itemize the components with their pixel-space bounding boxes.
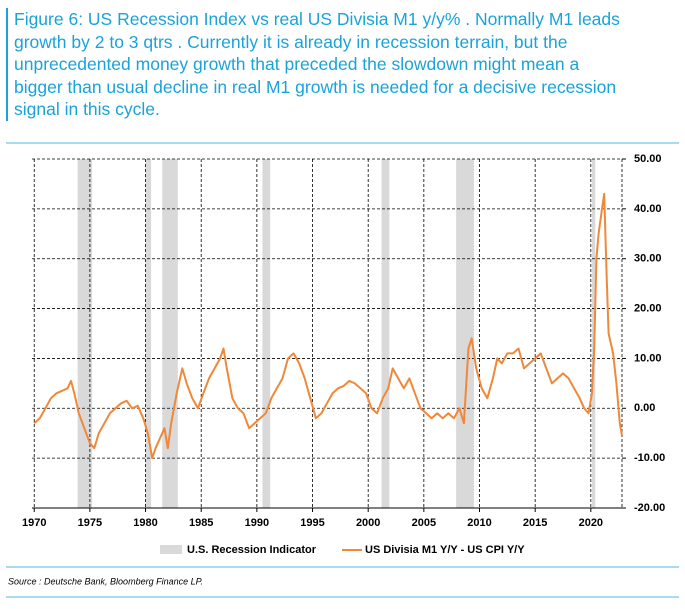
series-line: [33, 192, 623, 460]
title-box: Figure 6: US Recession Index vs real US …: [6, 8, 685, 121]
x-tick-label: 1985: [189, 517, 213, 529]
title-line: bigger than usual decline in real M1 gro…: [14, 76, 617, 97]
x-tick-label: 1995: [300, 517, 324, 529]
recession-band: [262, 159, 271, 508]
x-tick-label: 2015: [523, 517, 547, 529]
title-line: signal in this cycle.: [14, 99, 160, 119]
title-line: unprecedented money growth that preceded…: [14, 54, 580, 74]
x-tick-label: 2020: [579, 517, 603, 529]
y-tick-label: 40.00: [634, 203, 662, 215]
x-tick-label: 1975: [78, 517, 102, 529]
x-tick-label: 1990: [245, 517, 269, 529]
y-tick-label: 20.00: [634, 302, 662, 314]
source: Source : Deutsche Bank, Bloomberg Financ…: [8, 576, 203, 586]
title-line: Figure 6: US Recession Index vs real US …: [14, 9, 620, 29]
y-tick-label: 0.00: [634, 402, 655, 414]
y-tick-label: -20.00: [634, 502, 665, 514]
legend-label: US Divisia M1 Y/Y - US CPI Y/Y: [365, 544, 525, 556]
x-tick-label: 1980: [133, 517, 157, 529]
y-tick-label: -10.00: [634, 452, 665, 464]
y-tick-label: 10.00: [634, 352, 662, 364]
legend-swatch: [160, 545, 182, 554]
y-tick-label: 30.00: [634, 253, 662, 265]
y-tick-label: 50.00: [634, 153, 662, 165]
recession-band: [145, 159, 152, 508]
recession-band: [162, 159, 178, 508]
recession-band: [456, 159, 474, 508]
x-tick-label: 2000: [356, 517, 380, 529]
x-tick-label: 2005: [412, 517, 436, 529]
legend-label: U.S. Recession Indicator: [187, 544, 317, 556]
x-tick-label: 2010: [467, 517, 491, 529]
x-tick-label: 1970: [22, 517, 46, 529]
recession-band: [381, 159, 390, 508]
title-line: growth by 2 to 3 qtrs . Currently it is …: [14, 31, 568, 52]
